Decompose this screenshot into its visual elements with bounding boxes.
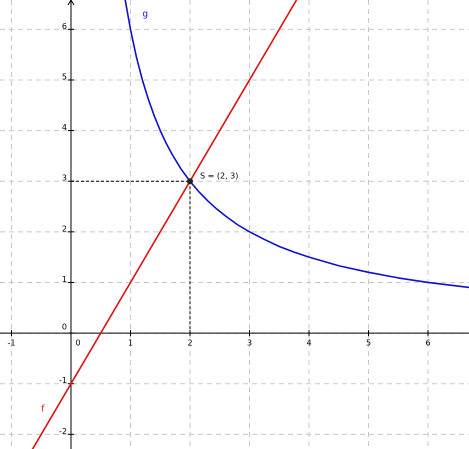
x-tick-label: -1 <box>7 339 15 348</box>
x-tick-label: 5 <box>366 339 371 348</box>
y-tick-label: 1 <box>62 275 67 284</box>
y-tick-label: -2 <box>59 427 67 436</box>
point-label: S = (2, 3) <box>200 172 238 181</box>
x-tick-label: 1 <box>128 339 133 348</box>
y-tick-label: 3 <box>62 174 67 183</box>
y-tick-label: 5 <box>62 72 67 81</box>
y-tick-label: 2 <box>62 224 67 233</box>
x-tick-label: 2 <box>187 339 192 348</box>
x-tick-label: 0 <box>75 339 80 348</box>
function-label: g <box>142 10 148 20</box>
y-tick-label: -1 <box>59 376 67 385</box>
y-tick-label: 6 <box>62 22 67 31</box>
x-tick-label: 3 <box>247 339 252 348</box>
y-axis-arrow <box>67 0 75 6</box>
y-tick-label: 4 <box>62 123 67 132</box>
intersection-point <box>186 178 193 185</box>
x-tick-label: 4 <box>306 339 311 348</box>
function-graph <box>31 0 298 449</box>
function-graph <box>124 0 469 289</box>
function-label: f <box>41 405 45 415</box>
y-tick-label: 0 <box>62 323 67 332</box>
x-tick-label: 6 <box>425 339 430 348</box>
